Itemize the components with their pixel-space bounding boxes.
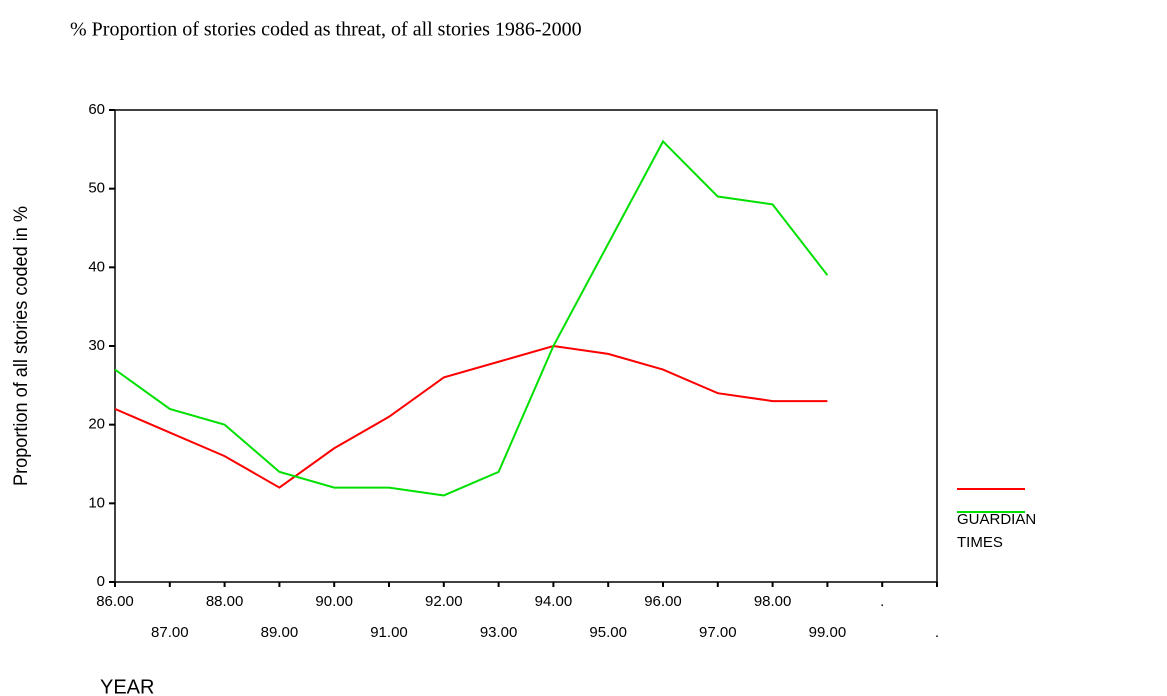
line bbox=[114, 344, 828, 489]
y-axis-label: Proportion of all stories coded in % bbox=[11, 206, 32, 486]
x-tick-label: 89.00 bbox=[261, 624, 299, 641]
plot-frame bbox=[114, 109, 938, 583]
x-tick-label: 98.00 bbox=[754, 593, 792, 610]
legend-label: TIMES bbox=[957, 534, 1003, 551]
x-tick-label: 88.00 bbox=[206, 593, 244, 610]
x-tick-label: 96.00 bbox=[644, 593, 682, 610]
x-tick-label: 91.00 bbox=[370, 624, 408, 641]
x-axis-label: YEAR bbox=[100, 676, 154, 696]
x-tick-label: 86.00 bbox=[96, 593, 134, 610]
y-tick-label: 60 bbox=[88, 101, 105, 118]
x-tick-label: 99.00 bbox=[809, 624, 847, 641]
x-tick-label: 94.00 bbox=[535, 593, 573, 610]
x-tick-label: . bbox=[935, 624, 939, 641]
y-tick-label: 10 bbox=[88, 494, 105, 511]
y-tick-label: 40 bbox=[88, 258, 105, 275]
y-tick-label: 0 bbox=[97, 573, 105, 590]
y-tick-label: 30 bbox=[88, 337, 105, 354]
legend-label: GUARDIAN bbox=[957, 511, 1036, 528]
y-tick-label: 20 bbox=[88, 416, 105, 433]
x-tick-label: 92.00 bbox=[425, 593, 463, 610]
x-tick-label: 95.00 bbox=[589, 624, 627, 641]
x-tick-label: . bbox=[880, 593, 884, 610]
x-tick-label: 93.00 bbox=[480, 624, 518, 641]
line bbox=[114, 139, 829, 497]
y-tick-label: 50 bbox=[88, 180, 105, 197]
chart-title: % Proportion of stories coded as threat,… bbox=[70, 19, 582, 41]
x-tick-label: 87.00 bbox=[151, 624, 189, 641]
x-tick-label: 90.00 bbox=[315, 593, 353, 610]
x-tick-label: 97.00 bbox=[699, 624, 737, 641]
